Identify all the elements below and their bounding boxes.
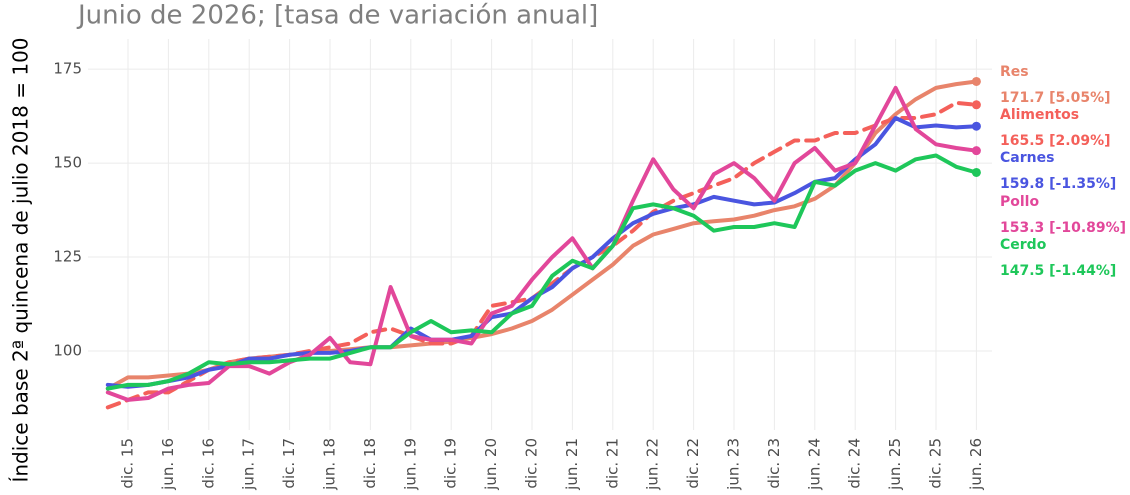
x-tick-label: dic. 22 [684,438,702,489]
x-tick-label: dic. 21 [603,438,621,489]
lines [105,76,981,410]
y-axis-label: Índice base 2ª quincena de julio 2018 = … [9,37,33,482]
y-tick-label: 175 [53,60,82,78]
end-value-label: 147.5 [-1.44%] [1000,263,1116,279]
x-tick-label: dic. 19 [442,438,460,489]
x-tick-label: dic. 23 [765,438,783,489]
x-tick-label: jun. 22 [644,438,662,491]
end-dot [971,121,981,131]
end-dot [971,146,981,156]
x-tick-label: jun. 23 [725,438,743,491]
x-tick-label: dic. 17 [280,438,298,489]
legend-label: Res [1000,64,1029,80]
series-line [105,153,979,391]
x-tick-label: jun. 21 [563,438,581,491]
x-tick-label: jun. 20 [482,438,500,491]
series-line [105,85,979,402]
legend-label: Alimentos [1000,107,1079,123]
x-tick-label: jun. 26 [967,438,985,491]
legend-label: Cerdo [1000,237,1047,253]
x-tick-label: dic. 24 [846,438,864,489]
x-tick-label: jun. 16 [159,438,177,491]
x-tick-label: dic. 25 [927,438,945,489]
chart-title: Junio de 2026; [tasa de variación anual] [76,1,598,31]
legend-label: Carnes [1000,150,1054,166]
y-tick-label: 100 [53,342,82,360]
end-dot [971,100,981,110]
x-tick-label: jun. 18 [321,438,339,491]
x-tick-label: dic. 18 [361,438,379,489]
x-tick-label: jun. 24 [805,438,823,491]
x-tick-label: jun. 19 [401,438,419,491]
end-value-label: 171.7 [5.05%] [1000,90,1111,106]
end-dot [971,76,981,86]
x-tick-label: jun. 17 [240,438,258,491]
series-line [105,79,979,391]
x-tick-label: dic. 20 [523,438,541,489]
x-tick-label: jun. 25 [886,438,904,491]
end-value-label: 159.8 [-1.35%] [1000,176,1116,192]
x-tick-label: dic. 16 [199,438,217,489]
y-tick-label: 125 [53,248,82,266]
end-dot [971,167,981,177]
x-tick-label: dic. 15 [119,438,137,489]
series-line [105,116,979,389]
legend-label: Pollo [1000,194,1039,210]
end-value-label: 165.5 [2.09%] [1000,133,1111,149]
y-tick-label: 150 [53,154,82,172]
end-value-label: 153.3 [-10.89%] [1000,220,1126,236]
